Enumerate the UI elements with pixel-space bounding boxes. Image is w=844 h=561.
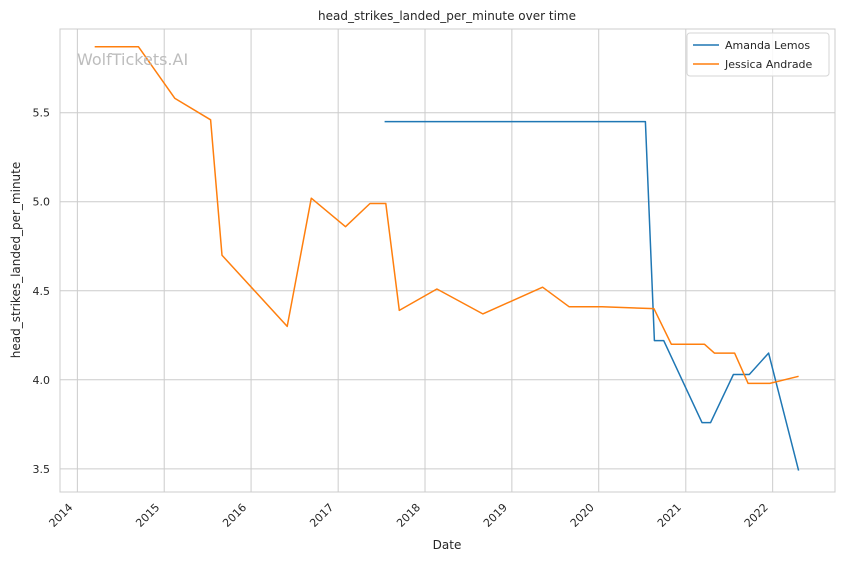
y-axis: 3.5 4.0 4.5 5.0 5.5 — [33, 107, 51, 476]
legend-box — [686, 32, 830, 77]
series-line-amanda-lemos — [384, 120, 800, 471]
chart-title: head_strikes_landed_per_minute over time — [318, 9, 576, 23]
y-tick-label: 4.5 — [33, 285, 51, 298]
legend: Amanda Lemos Jessica Andrade — [686, 32, 830, 77]
plot-frame — [59, 28, 836, 493]
y-tick-label: 4.0 — [33, 374, 51, 387]
legend-label: Amanda Lemos — [725, 39, 810, 52]
grid — [60, 29, 835, 492]
y-axis-label: head_strikes_landed_per_minute — [9, 162, 23, 359]
y-tick-label: 5.0 — [33, 196, 51, 209]
watermark: WolfTickets.AI — [77, 50, 188, 69]
series-line-jessica-andrade — [94, 46, 799, 385]
y-tick-label: 5.5 — [33, 107, 51, 120]
x-axis-label: Date — [433, 538, 462, 552]
y-tick-label: 3.5 — [33, 463, 51, 476]
legend-label: Jessica Andrade — [724, 58, 813, 71]
series-layer — [94, 46, 800, 471]
